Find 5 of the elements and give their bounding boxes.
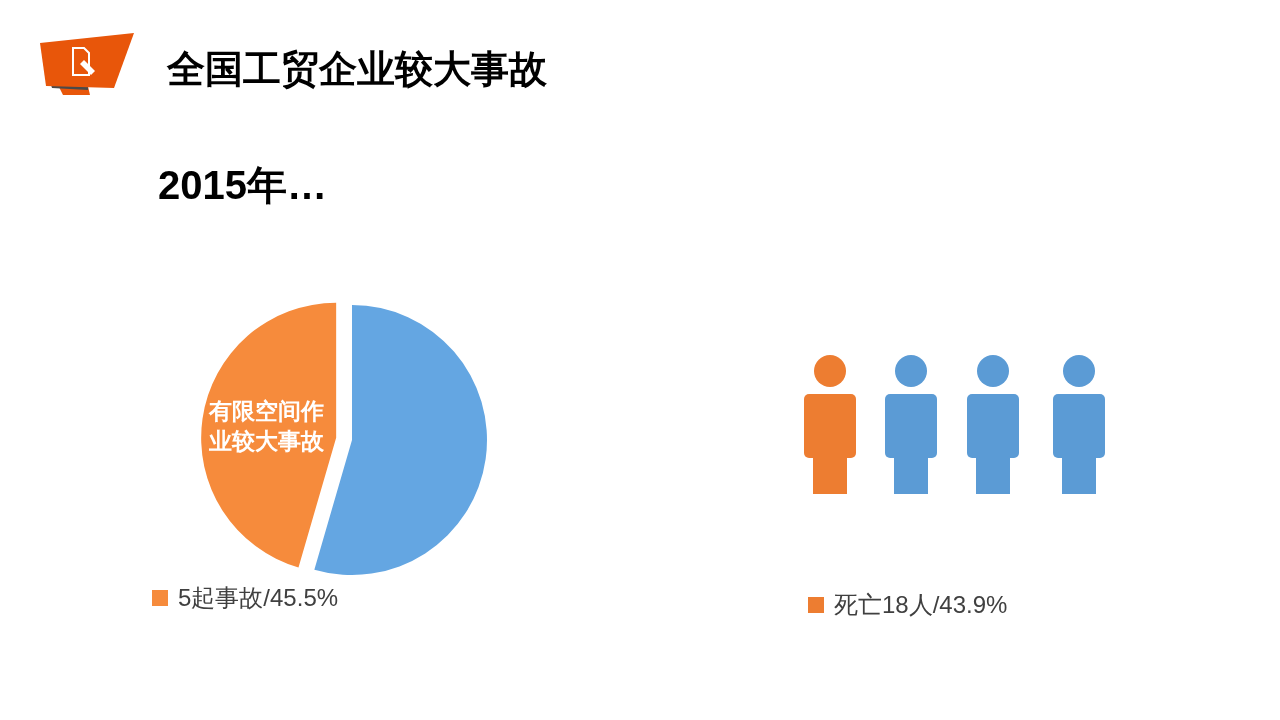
legend-label: 5起事故/45.5% bbox=[178, 583, 339, 613]
category-label: 死亡18人/43.9% bbox=[834, 590, 1008, 620]
chart-title: 全国工贸企业较大事故 bbox=[167, 47, 547, 92]
chart-subtitle: 2015年… bbox=[158, 162, 327, 209]
text: 有限空间作业较大事故 bbox=[207, 396, 326, 456]
